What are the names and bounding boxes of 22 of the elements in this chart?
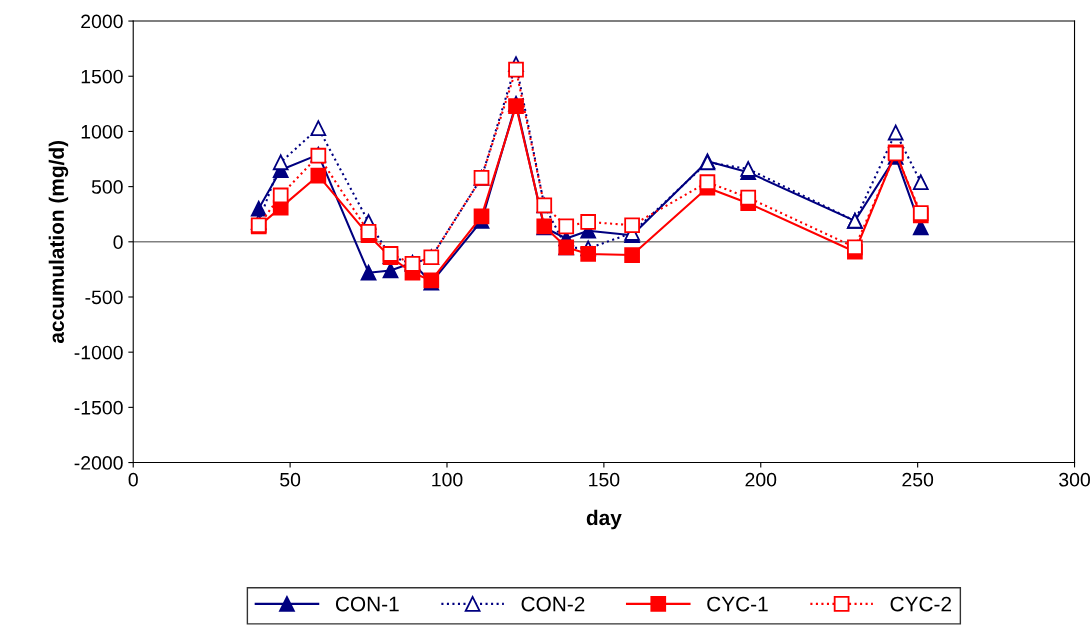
y-axis-title: accumulation (mg/d) [48,140,69,344]
y-tick-label: 500 [91,180,123,194]
y-tick-label: 1500 [81,69,123,84]
y-tick-label: 1000 [81,124,123,139]
x-tick-label: 150 [589,472,620,487]
y-tick-label: -500 [85,290,123,305]
x-tick-label: 0 [128,472,138,487]
y-tick-label: -1500 [74,400,123,415]
y-tick-label: 0 [113,235,123,250]
x-axis-title: day [586,509,622,530]
y-tick-label: -2000 [74,456,123,470]
x-tick-label: 250 [902,472,934,487]
legend-label: CON-2 [521,596,585,612]
x-tick-label: 50 [280,472,301,487]
y-tick-label: -1000 [74,345,123,360]
legend-label: CON-1 [335,596,399,612]
x-tick-label: 100 [432,472,463,487]
legend-label: CYC-2 [890,596,951,612]
x-tick-label: 300 [1059,472,1090,487]
y-tick-label: 2000 [81,14,123,29]
legend-label: CYC-1 [707,596,768,612]
x-tick-label: 200 [745,472,777,487]
